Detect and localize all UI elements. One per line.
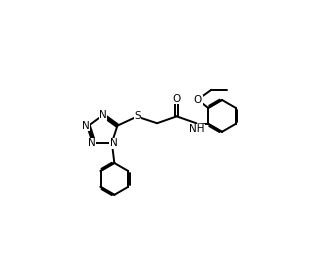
Text: O: O bbox=[194, 95, 202, 105]
Text: O: O bbox=[173, 94, 181, 104]
Text: N: N bbox=[110, 138, 118, 148]
Text: NH: NH bbox=[189, 124, 205, 134]
Text: N: N bbox=[82, 121, 89, 131]
Text: S: S bbox=[134, 111, 141, 121]
Text: N: N bbox=[99, 110, 107, 120]
Text: N: N bbox=[88, 138, 95, 148]
